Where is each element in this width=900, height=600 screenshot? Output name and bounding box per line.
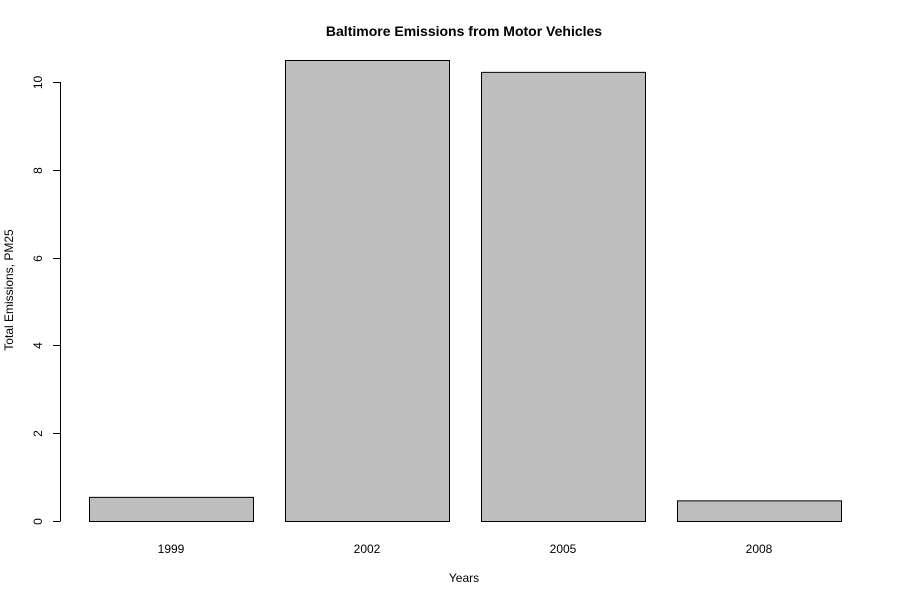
y-tick-label: 0 (31, 518, 45, 525)
x-tick-label-2008: 2008 (746, 542, 773, 556)
y-tick-label: 10 (31, 76, 45, 90)
bar-2005 (481, 71, 646, 523)
x-tick-label-1999: 1999 (158, 542, 185, 556)
bar-1999 (89, 496, 254, 523)
x-tick-label-2005: 2005 (550, 542, 577, 556)
y-axis-label: Total Emissions, PM25 (2, 229, 16, 351)
bar-2008 (677, 500, 842, 523)
bars-group (89, 60, 842, 523)
y-tick-label: 2 (31, 430, 45, 437)
bar-2002 (285, 60, 450, 522)
x-axis-labels: 1999 2002 2005 2008 (158, 542, 773, 556)
y-tick-label: 6 (31, 255, 45, 262)
x-axis-label: Years (449, 571, 479, 585)
y-tick-label: 8 (31, 167, 45, 174)
x-tick-label-2002: 2002 (354, 542, 381, 556)
y-tick-label: 4 (31, 342, 45, 349)
y-axis: 0 2 4 6 8 10 (31, 76, 61, 525)
chart-title: Baltimore Emissions from Motor Vehicles (326, 23, 602, 39)
